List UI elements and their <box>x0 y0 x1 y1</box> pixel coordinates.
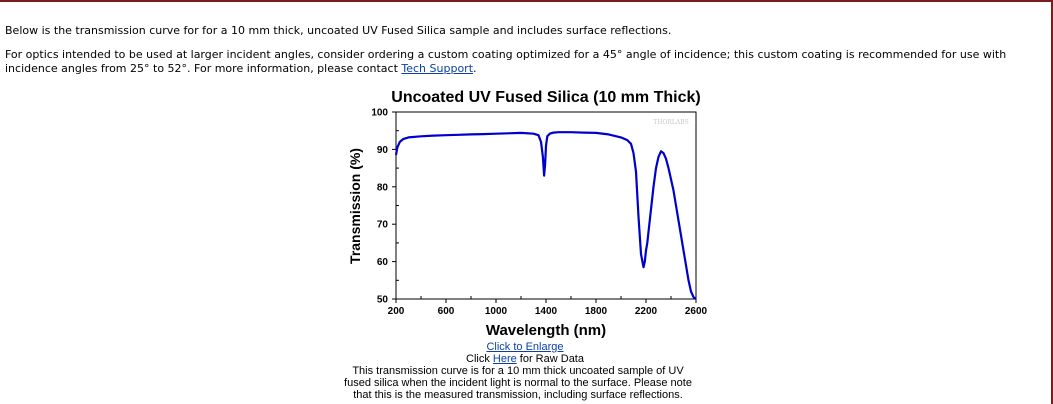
chart-title: Uncoated UV Fused Silica (10 mm Thick) <box>391 89 700 106</box>
y-tick-label: 100 <box>371 108 388 119</box>
x-axis-ticks: 200 600 1000 1400 1800 2200 2600 <box>388 299 708 317</box>
tech-support-link[interactable]: Tech Support <box>401 62 474 75</box>
x-axis-label: Wavelength (nm) <box>486 322 606 339</box>
raw-data-prefix: Click <box>466 353 493 365</box>
y-axis-ticks: 50 60 70 80 90 100 <box>371 108 396 306</box>
x-tick-label: 1800 <box>585 306 608 317</box>
x-tick-label: 2200 <box>635 306 658 317</box>
y-tick-label: 50 <box>377 295 389 306</box>
intro-paragraph-2: For optics intended to be used at larger… <box>5 48 1040 76</box>
minor-ticks <box>396 130 672 299</box>
intro-line-2-text: For optics intended to be used at larger… <box>5 48 1007 75</box>
transmission-curve <box>394 131 697 300</box>
intro-line-2-end: . <box>473 62 477 75</box>
raw-data-suffix: for Raw Data <box>516 353 584 365</box>
y-axis-label: Transmission (%) <box>347 148 363 264</box>
x-tick-label: 2600 <box>685 306 708 317</box>
intro-line-1: Below is the transmission curve for for … <box>5 24 672 37</box>
raw-data-line: Click Here for Raw Data <box>340 353 710 365</box>
x-tick-label: 200 <box>388 306 405 317</box>
y-tick-label: 60 <box>377 257 389 268</box>
y-tick-label: 90 <box>377 145 389 156</box>
thorlabs-watermark: THORLABS <box>653 119 689 126</box>
chart-caption: Click to Enlarge Click Here for Raw Data… <box>340 341 710 401</box>
x-tick-label: 1000 <box>485 306 508 317</box>
chart-description: This transmission curve is for a 10 mm t… <box>344 365 692 401</box>
x-tick-label: 1400 <box>535 306 558 317</box>
raw-data-link[interactable]: Here <box>492 353 517 365</box>
y-tick-label: 70 <box>377 220 389 231</box>
y-tick-label: 80 <box>377 182 389 193</box>
click-to-enlarge-link[interactable]: Click to Enlarge <box>486 341 564 353</box>
transmission-chart[interactable]: Uncoated UV Fused Silica (10 mm Thick) T… <box>340 84 710 342</box>
x-tick-label: 600 <box>438 306 455 317</box>
